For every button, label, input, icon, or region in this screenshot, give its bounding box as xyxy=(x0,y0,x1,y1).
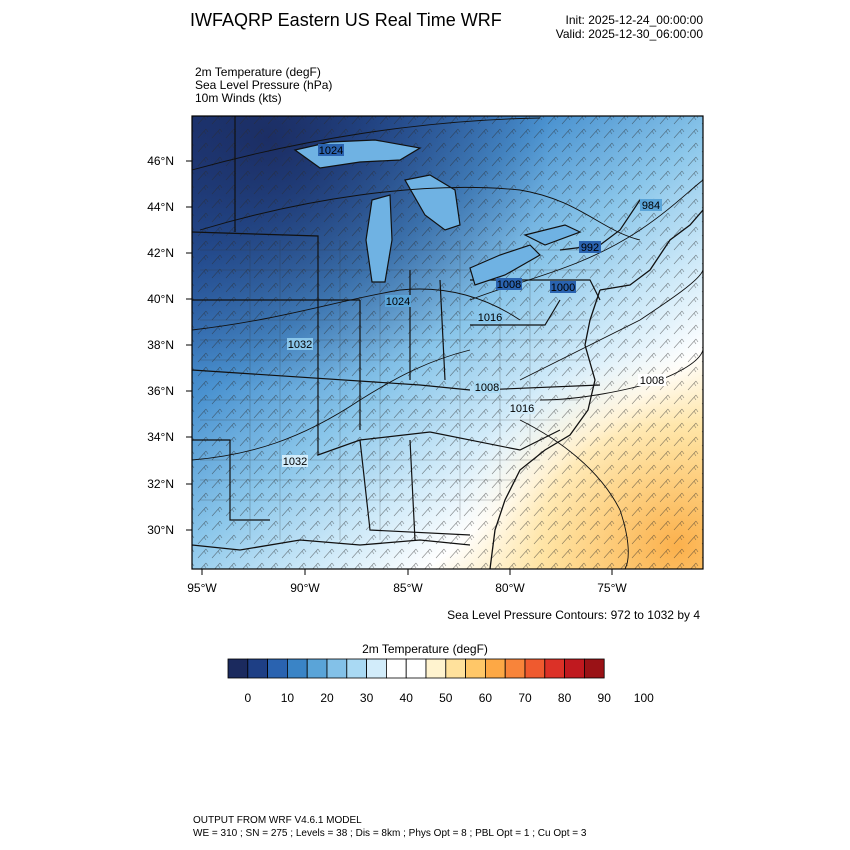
map-frame xyxy=(191,115,704,570)
lat-label: 46°N xyxy=(147,154,174,168)
pressure-label: 1008 xyxy=(497,279,521,291)
longitude-labels: 95°W 90°W 85°W 80°W 75°W xyxy=(187,581,627,595)
pressure-label: 992 xyxy=(581,242,599,254)
coastline xyxy=(192,209,703,569)
pressure-label: 1032 xyxy=(288,339,312,351)
colorbar-tick-label: 30 xyxy=(360,691,374,705)
lat-label: 34°N xyxy=(147,430,174,444)
valid-time: Valid: 2025-12-30_06:00:00 xyxy=(555,27,703,41)
colorbar-swatch xyxy=(326,658,348,679)
pressure-label: 1008 xyxy=(640,375,664,387)
footer-config: WE = 310 ; SN = 275 ; Levels = 38 ; Dis … xyxy=(193,828,587,839)
field-label-winds: 10m Winds (kts) xyxy=(195,91,282,105)
colorbar-swatch xyxy=(247,658,269,679)
colorbar-tick-label: 0 xyxy=(244,691,251,705)
colorbar-tick-label: 80 xyxy=(558,691,572,705)
lat-label: 44°N xyxy=(147,200,174,214)
pressure-label: 1016 xyxy=(510,403,534,415)
lon-label: 90°W xyxy=(290,581,320,595)
colorbar-swatch xyxy=(445,658,466,679)
colorbar-tick-label: 50 xyxy=(439,691,453,705)
colorbar-tick-label: 40 xyxy=(400,691,414,705)
lat-label: 42°N xyxy=(147,246,174,260)
colorbar-tick-label: 100 xyxy=(634,691,654,705)
footer-model: OUTPUT FROM WRF V4.6.1 MODEL xyxy=(193,815,362,826)
colorbar-swatch xyxy=(504,658,526,679)
colorbar-swatch xyxy=(267,658,288,679)
colorbar-tick-label: 90 xyxy=(598,691,612,705)
pressure-label: 1032 xyxy=(283,456,307,468)
colorbar-swatch xyxy=(306,658,328,679)
colorbar-labels: 0 10 20 30 40 50 60 70 80 90 100 xyxy=(244,691,654,705)
lon-label: 95°W xyxy=(187,581,217,595)
lon-label: 85°W xyxy=(393,581,423,595)
colorbar-swatch xyxy=(405,658,427,679)
lon-label: 75°W xyxy=(597,581,627,595)
lat-label: 32°N xyxy=(147,477,174,491)
pressure-label: 1000 xyxy=(551,282,575,294)
colorbar-swatch xyxy=(544,658,565,679)
colorbar-swatch xyxy=(564,658,585,679)
lat-label: 36°N xyxy=(147,384,174,398)
colorbar-swatch xyxy=(227,658,249,679)
colorbar-tick-label: 70 xyxy=(518,691,532,705)
plot-title: IWFAQRP Eastern US Real Time WRF xyxy=(190,10,502,30)
colorbar-swatch xyxy=(346,658,367,679)
colorbar-tick-label: 60 xyxy=(479,691,493,705)
pressure-contour-labels: 1024 1024 1032 1032 1008 1000 992 984 10… xyxy=(282,144,666,468)
pressure-label: 1016 xyxy=(478,312,502,324)
colorbar-tick-label: 10 xyxy=(281,691,295,705)
latitude-ticks xyxy=(186,160,192,531)
colorbar-swatch xyxy=(484,658,506,679)
field-label-temperature: 2m Temperature (degF) xyxy=(195,65,321,79)
pressure-label: 1024 xyxy=(319,145,343,157)
init-time: Init: 2025-12-24_00:00:00 xyxy=(565,13,703,27)
county-boundaries xyxy=(200,240,600,540)
colorbar-swatch xyxy=(385,658,407,679)
wind-barbs xyxy=(192,116,703,569)
colorbar-swatch xyxy=(286,658,308,679)
colorbar-swatch xyxy=(465,658,486,679)
latitude-labels: 46°N 44°N 42°N 40°N 38°N 36°N 34°N 32°N … xyxy=(147,154,174,537)
lat-label: 30°N xyxy=(147,523,174,537)
colorbar-tick-label: 20 xyxy=(320,691,334,705)
colorbar-swatch xyxy=(524,658,546,679)
pressure-label: 1024 xyxy=(386,296,410,308)
colorbar-title: 2m Temperature (degF) xyxy=(362,642,488,656)
colorbar-swatch xyxy=(366,658,387,679)
lon-label: 80°W xyxy=(495,581,525,595)
pressure-label: 984 xyxy=(642,200,660,212)
lat-label: 40°N xyxy=(147,292,174,306)
colorbar-swatch xyxy=(584,658,605,679)
colorbar xyxy=(227,658,605,679)
contour-note: Sea Level Pressure Contours: 972 to 1032… xyxy=(447,608,700,622)
colorbar-swatch xyxy=(425,658,447,679)
longitude-ticks xyxy=(201,569,613,575)
lat-label: 38°N xyxy=(147,338,174,352)
pressure-label: 1008 xyxy=(475,382,499,394)
field-label-pressure: Sea Level Pressure (hPa) xyxy=(195,78,333,92)
